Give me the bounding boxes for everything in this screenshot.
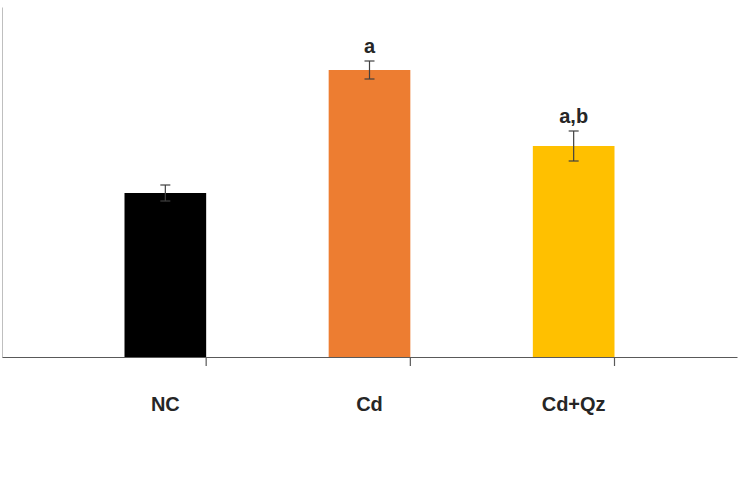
error-stem <box>573 131 574 161</box>
x-axis-line <box>3 357 738 358</box>
plot-area <box>125 61 615 357</box>
annotation: a <box>364 35 376 57</box>
error-cap <box>160 200 170 201</box>
x-axis: NC Cd Cd+Qz <box>3 357 738 415</box>
annotations: a a,b <box>364 35 588 127</box>
error-bar <box>160 185 170 201</box>
x-tick-label: Cd <box>356 393 383 415</box>
x-tick-label: Cd+Qz <box>542 393 606 415</box>
error-cap <box>569 160 579 161</box>
x-tick-label: NC <box>151 393 180 415</box>
category-divider <box>410 357 411 366</box>
bar <box>533 146 615 357</box>
error-stem <box>165 185 166 201</box>
error-cap <box>569 130 579 131</box>
category-dividers <box>206 357 614 366</box>
error-stem <box>369 61 370 79</box>
error-bar <box>569 131 579 161</box>
error-bar <box>365 61 375 79</box>
chart: NC Cd Cd+Qz a a,b <box>0 0 750 499</box>
error-cap <box>365 60 375 61</box>
category-divider <box>206 357 207 366</box>
x-tick: Cd <box>356 357 383 415</box>
bar <box>125 193 207 357</box>
bar <box>329 70 411 357</box>
annotation: a,b <box>559 105 588 127</box>
x-tick: NC <box>151 357 180 415</box>
y-axis <box>2 8 3 358</box>
x-tick: Cd+Qz <box>542 357 606 415</box>
y-axis-line <box>2 8 3 358</box>
error-cap <box>160 184 170 185</box>
error-cap <box>365 78 375 79</box>
category-divider <box>614 357 615 366</box>
